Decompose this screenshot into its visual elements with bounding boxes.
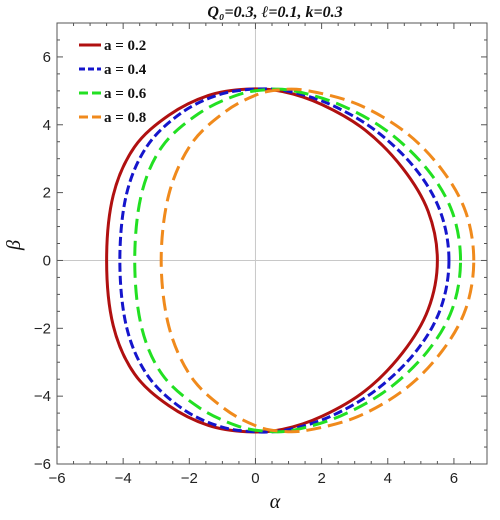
- legend-label-1: a = 0.2: [104, 38, 146, 54]
- x-tick-label: −4: [115, 470, 132, 487]
- y-tick-label: 2: [43, 185, 51, 202]
- x-tick-label: 6: [450, 470, 458, 487]
- y-tick-label: 0: [43, 252, 51, 269]
- x-tick-label: 2: [317, 470, 325, 487]
- legend: a = 0.2 a = 0.4 a = 0.6 a = 0.8: [79, 38, 147, 126]
- y-tick-label: −4: [34, 388, 51, 405]
- x-axis-label: α: [270, 491, 281, 513]
- x-tick-label: 4: [384, 470, 392, 487]
- x-tick-label: −2: [181, 470, 198, 487]
- legend-label-2: a = 0.4: [104, 62, 147, 78]
- axis-ticks: −6 −4 −2 0 2 4 6 −6 −4 −2 0 2 4 6: [34, 22, 488, 487]
- y-axis-label: β: [3, 240, 25, 251]
- series-line-2: [118, 87, 451, 434]
- y-tick-label: 4: [43, 117, 51, 134]
- series-line-4: [159, 87, 476, 434]
- series-line-1: [105, 87, 439, 434]
- legend-label-4: a = 0.8: [104, 110, 146, 126]
- y-tick-label: −2: [34, 320, 51, 337]
- y-tick-label: 6: [43, 49, 51, 66]
- y-tick-label: −6: [34, 456, 51, 473]
- x-tick-label: −6: [48, 470, 65, 487]
- series-layer: [105, 87, 476, 434]
- chart-title: Q₀=0.3, ℓ=0.1, k=0.3: [207, 4, 342, 21]
- x-tick-label: 0: [251, 470, 259, 487]
- legend-label-3: a = 0.6: [104, 86, 147, 102]
